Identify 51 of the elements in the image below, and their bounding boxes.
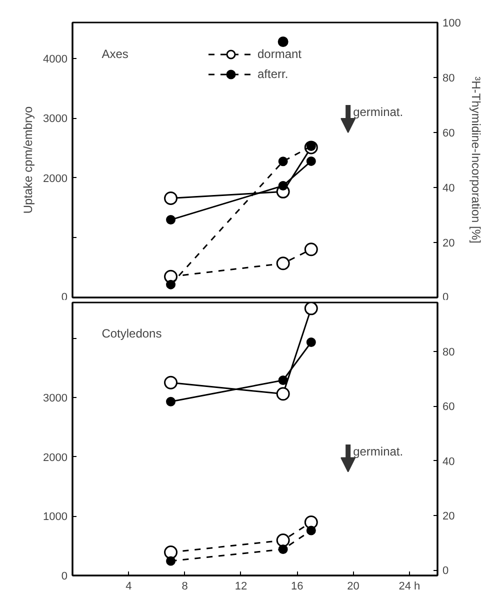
x-tick-label: 16: [291, 580, 304, 592]
point: [166, 396, 176, 406]
point: [164, 192, 178, 205]
annotation: Axes: [102, 47, 128, 61]
y-tick-label: 3000: [43, 392, 68, 404]
y-tick-label: 1000: [43, 511, 68, 524]
y2-tick-label: 80: [442, 346, 455, 359]
annotation: germinat.: [353, 105, 404, 119]
annotation: germinat.: [353, 444, 404, 458]
x-tick-label: 12: [234, 580, 248, 592]
point: [164, 546, 178, 560]
point: [306, 338, 316, 348]
y2-tick-label: 60: [442, 401, 455, 414]
y2-tick-label: 80: [442, 72, 455, 84]
y2-tick-label: 0: [442, 565, 449, 578]
x-tick-label: 20: [347, 580, 360, 592]
y-tick-label: 0: [61, 570, 68, 582]
y-tick-label: 3000: [43, 113, 68, 126]
y-axis-title: Uptake cpm/embryo: [21, 106, 36, 214]
point: [278, 376, 288, 385]
legend-label: dormant: [257, 47, 302, 61]
x-tick-label: 8: [182, 580, 188, 592]
y2-tick-label: 100: [442, 18, 461, 30]
annotation: Cotyledons: [102, 326, 162, 341]
y2-tick-label: 40: [442, 182, 455, 194]
y2-tick-label: 20: [442, 510, 455, 522]
y2-axis-title: ³H-Thymidine-Incorporation [%]: [468, 76, 483, 244]
legend-label: afterr.: [257, 67, 288, 81]
point: [164, 376, 178, 390]
point: [278, 36, 288, 47]
point: [166, 556, 176, 566]
y-tick-label: 4000: [43, 53, 68, 66]
point: [166, 280, 176, 290]
point: [276, 256, 290, 270]
x-tick-label: 24 h: [398, 580, 420, 592]
point: [278, 156, 288, 166]
point: [278, 544, 288, 554]
point: [304, 302, 318, 316]
point: [306, 156, 316, 166]
point: [276, 387, 290, 401]
y2-tick-label: 20: [442, 238, 455, 250]
point: [304, 242, 318, 256]
y2-tick-label: 40: [442, 456, 455, 468]
y2-tick-label: 60: [442, 128, 455, 140]
x-tick-label: 4: [126, 580, 132, 592]
y-tick-label: 2000: [43, 172, 68, 185]
point: [166, 215, 176, 225]
point: [306, 526, 316, 536]
y-tick-label: 2000: [43, 452, 68, 464]
point: [278, 180, 288, 190]
point: [276, 534, 290, 548]
